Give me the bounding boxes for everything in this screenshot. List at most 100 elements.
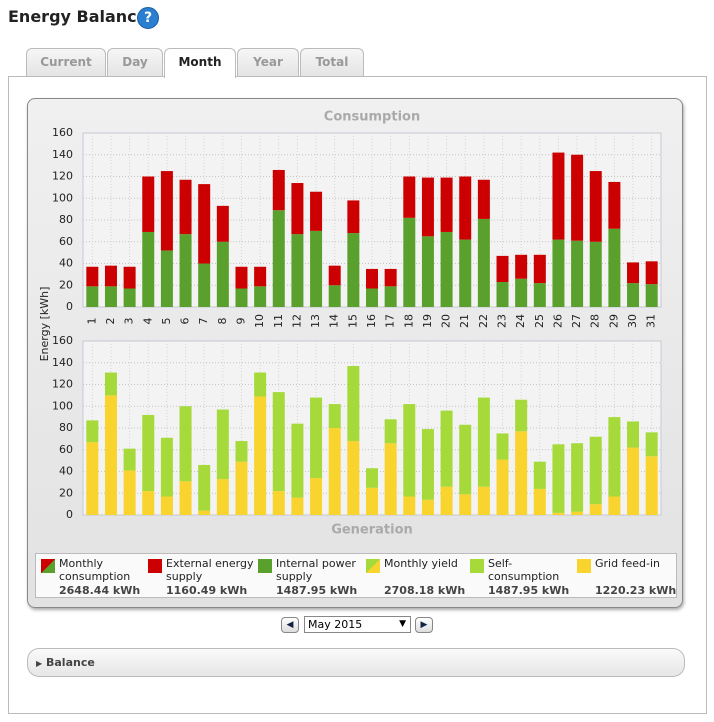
bar-segment (310, 191, 323, 231)
bar-segment (328, 404, 341, 428)
x-tick-label: 3 (123, 318, 136, 325)
y-tick-label: 160 (52, 126, 73, 139)
x-tick-label: 19 (421, 314, 434, 328)
x-tick-label: 21 (458, 314, 471, 328)
x-tick-label: 22 (477, 314, 490, 328)
bar-segment (142, 231, 155, 307)
bar-segment (272, 210, 285, 307)
bar-segment (272, 491, 285, 515)
bar-segment (254, 372, 267, 397)
x-tick-label: 16 (365, 314, 378, 328)
bar-segment (179, 179, 192, 235)
y-tick-label: 100 (52, 399, 73, 412)
bar-segment (477, 218, 490, 307)
bar-segment (384, 419, 397, 444)
x-tick-label: 8 (216, 318, 229, 325)
x-tick-label: 15 (346, 314, 359, 328)
bar-segment (291, 183, 304, 235)
bar-segment (86, 420, 99, 443)
bar-segment (421, 429, 434, 500)
bar-segment (142, 176, 155, 232)
bar-segment (86, 442, 99, 515)
bar-segment (160, 437, 173, 497)
x-tick-label: 28 (589, 314, 602, 328)
legend-label: Monthly yield (384, 557, 458, 570)
chart-title: Generation (331, 523, 413, 538)
tab[interactable]: Current (26, 48, 106, 76)
prev-button[interactable]: ◀ (281, 617, 299, 633)
x-tick-label: 13 (309, 314, 322, 328)
bar-segment (403, 176, 416, 218)
bar-segment (627, 447, 640, 515)
bar-segment (608, 417, 621, 497)
bar-segment (291, 423, 304, 498)
y-tick-label: 20 (59, 486, 73, 499)
bar-segment (366, 468, 378, 488)
bar-segment (515, 399, 528, 432)
next-button[interactable]: ▶ (415, 617, 433, 633)
y-tick-label: 80 (59, 213, 73, 226)
y-axis-label: Energy [kWh] (38, 287, 51, 362)
y-tick-label: 120 (52, 378, 73, 391)
bar-segment (608, 181, 621, 229)
x-tick-label: 14 (328, 314, 341, 328)
bar-segment (142, 491, 155, 515)
bar-segment (310, 478, 323, 515)
tab[interactable]: Month (164, 48, 236, 78)
balance-section[interactable]: ▶ Balance (27, 648, 685, 677)
legend-swatch (41, 559, 55, 573)
x-tick-label: 23 (496, 314, 509, 328)
bar-segment (552, 152, 565, 240)
y-tick-label: 20 (59, 278, 73, 291)
bar-segment (198, 184, 211, 264)
tab[interactable]: Total (300, 48, 364, 76)
bar-segment (142, 414, 155, 492)
bar-segment (421, 236, 434, 307)
bar-segment (254, 286, 267, 307)
legend-total: 1160.49 kWh (166, 584, 248, 597)
bar-segment (216, 241, 229, 307)
legend-total: 2708.18 kWh (384, 584, 466, 597)
x-tick-label: 10 (253, 314, 266, 328)
bar-segment (310, 230, 323, 307)
x-tick-label: 6 (179, 318, 192, 325)
x-tick-label: 2 (104, 318, 117, 325)
x-tick-label: 26 (551, 314, 564, 328)
bar-segment (645, 284, 658, 307)
legend-swatch (577, 559, 591, 573)
bar-segment (552, 444, 565, 513)
bar-segment (254, 266, 267, 287)
bar-segment (421, 177, 434, 237)
tab[interactable]: Day (107, 48, 163, 76)
bar-segment (160, 250, 173, 307)
tab[interactable]: Year (237, 48, 299, 76)
bar-segment (459, 239, 472, 307)
bar-segment (235, 461, 248, 515)
bar-segment (216, 409, 229, 480)
bar-segment (328, 285, 341, 307)
bar-segment (440, 486, 453, 515)
bar-segment (459, 494, 472, 515)
bar-segment (477, 486, 490, 515)
legend-total: 1487.95 kWh (488, 584, 570, 597)
bar-segment (198, 464, 211, 511)
bar-segment (645, 456, 658, 515)
bar-segment (384, 286, 397, 307)
bar-segment (291, 234, 304, 307)
x-tick-label: 1 (85, 318, 98, 325)
legend-label: External energy supply (166, 557, 254, 583)
period-select[interactable]: May 2015 ▼ (304, 616, 411, 633)
bar-segment (310, 397, 323, 479)
bar-segment (160, 171, 173, 251)
bar-segment (384, 268, 397, 287)
x-tick-label: 9 (234, 318, 247, 325)
bar-segment (496, 459, 509, 515)
bar-segment (571, 240, 584, 307)
bar-segment (645, 261, 658, 285)
bar-segment (552, 239, 565, 307)
legend-total: 2648.44 kWh (59, 584, 141, 597)
y-tick-label: 0 (66, 300, 73, 313)
y-tick-label: 0 (66, 508, 73, 521)
help-button[interactable]: ? (137, 7, 159, 29)
x-tick-label: 29 (607, 314, 620, 328)
